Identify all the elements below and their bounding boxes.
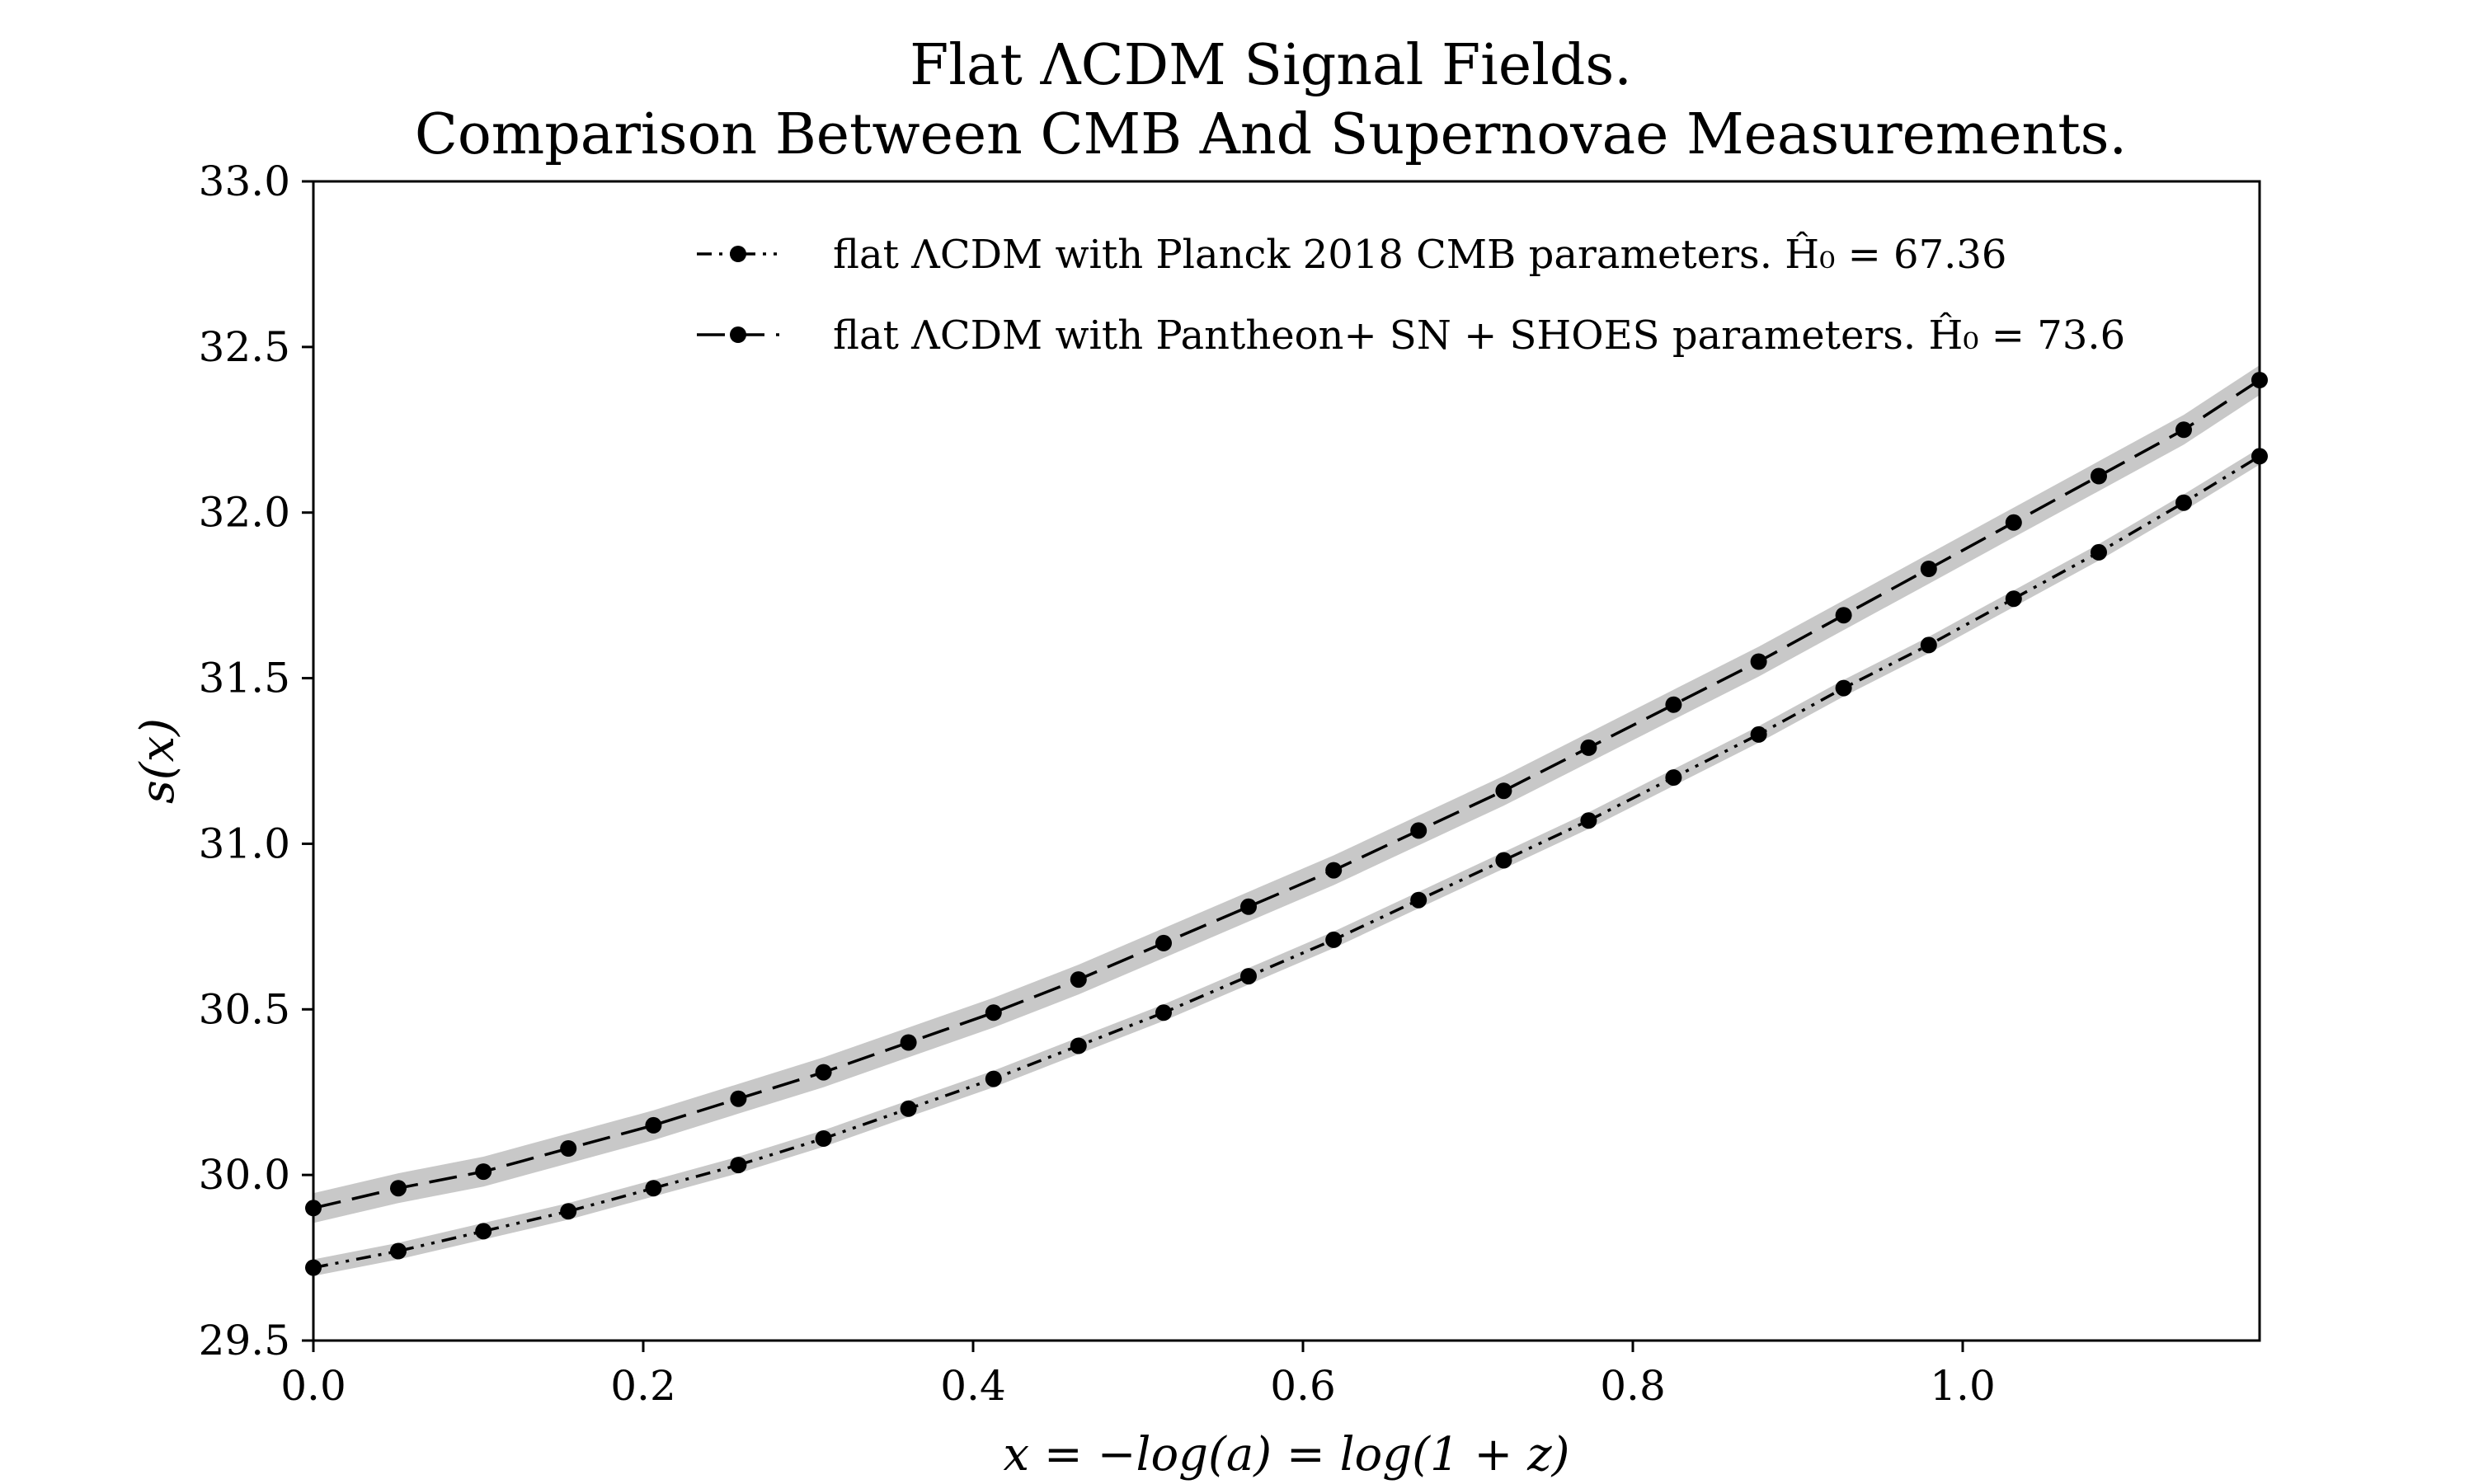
point-series-0-22 xyxy=(2175,494,2192,511)
point-series-1-3 xyxy=(560,1140,577,1157)
point-series-1-6 xyxy=(815,1064,832,1081)
x-tick-label: 0.0 xyxy=(280,1362,346,1410)
point-series-0-7 xyxy=(900,1100,917,1117)
point-series-0-8 xyxy=(985,1070,1002,1087)
point-series-1-19 xyxy=(1920,561,1937,577)
point-series-1-20 xyxy=(2005,514,2022,531)
point-series-0-16 xyxy=(1665,769,1682,787)
x-tick-label: 1.0 xyxy=(1930,1362,1996,1410)
point-series-0-6 xyxy=(815,1130,832,1147)
point-series-0-5 xyxy=(730,1157,747,1174)
point-series-1-17 xyxy=(1750,653,1767,670)
y-tick-label: 33.0 xyxy=(199,157,290,205)
y-axis-title: s(x) xyxy=(131,718,185,804)
point-series-1-12 xyxy=(1325,862,1343,879)
plot-frame xyxy=(312,180,2261,1342)
x-tick-label: 0.4 xyxy=(940,1362,1006,1410)
point-series-1-22 xyxy=(2175,421,2192,439)
chart-title: Flat ΛCDM Signal Fields. xyxy=(910,33,1632,98)
point-series-0-1 xyxy=(390,1242,407,1260)
point-series-1-1 xyxy=(390,1180,407,1197)
y-tick-label: 30.5 xyxy=(199,985,290,1033)
y-tick-label: 31.0 xyxy=(199,819,290,867)
point-series-1-4 xyxy=(645,1116,662,1134)
point-series-1-11 xyxy=(1240,898,1257,915)
chart-subtitle: Comparison Between CMB And Supernovae Me… xyxy=(415,102,2127,167)
y-tick-label: 30.0 xyxy=(199,1151,290,1199)
point-series-1-15 xyxy=(1580,739,1597,756)
x-tick-label: 0.8 xyxy=(1600,1362,1666,1410)
series-lines xyxy=(313,378,2260,1270)
y-tick-label: 32.5 xyxy=(199,323,290,371)
point-series-1-21 xyxy=(2091,467,2107,485)
point-series-0-19 xyxy=(1920,636,1937,654)
y-axis: 29.5 30.0 30.5 31.0 31.5 32.0 32.5 33.0 xyxy=(199,157,313,1364)
point-series-0-15 xyxy=(1580,812,1597,829)
legend-label-series-1: flat ΛCDM with Pantheon+ SN + SHOES para… xyxy=(833,312,2125,359)
series-markers xyxy=(305,372,2268,1276)
line-series-1 xyxy=(313,378,2260,1210)
point-series-1-16 xyxy=(1665,696,1682,713)
x-axis: 0.0 0.2 0.4 0.6 0.8 1.0 xyxy=(280,1341,1996,1410)
point-series-0-9 xyxy=(1070,1037,1087,1054)
point-series-1-7 xyxy=(900,1034,917,1051)
legend: flat ΛCDM with Planck 2018 CMB parameter… xyxy=(697,231,2125,359)
point-series-0-10 xyxy=(1155,1004,1172,1021)
band-series-1 xyxy=(313,365,2260,1223)
y-tick-label: 32.0 xyxy=(199,489,290,537)
legend-label-series-0: flat ΛCDM with Planck 2018 CMB parameter… xyxy=(833,231,2006,278)
point-series-1-10 xyxy=(1155,934,1172,951)
point-series-0-11 xyxy=(1240,968,1257,985)
point-series-1-13 xyxy=(1410,822,1427,839)
point-series-1-8 xyxy=(985,1004,1002,1021)
x-tick-label: 0.6 xyxy=(1270,1362,1336,1410)
point-series-0-12 xyxy=(1325,931,1343,948)
x-tick-label: 0.2 xyxy=(610,1362,676,1410)
point-series-0-3 xyxy=(560,1203,577,1220)
point-series-0-17 xyxy=(1750,726,1767,743)
point-series-1-9 xyxy=(1070,971,1087,989)
point-series-0-13 xyxy=(1410,891,1427,909)
point-series-0-18 xyxy=(1835,679,1852,697)
y-tick-label: 29.5 xyxy=(199,1317,290,1364)
point-series-0-2 xyxy=(475,1223,492,1240)
point-series-1-18 xyxy=(1835,607,1852,624)
point-series-0-21 xyxy=(2091,543,2107,561)
point-series-1-14 xyxy=(1495,782,1512,800)
point-series-0-14 xyxy=(1495,852,1512,869)
point-series-1-5 xyxy=(730,1090,747,1107)
legend-marker-series-0 xyxy=(730,246,746,262)
point-series-1-2 xyxy=(475,1163,492,1181)
legend-marker-series-1 xyxy=(730,326,746,343)
y-tick-label: 31.5 xyxy=(199,655,290,702)
point-series-0-20 xyxy=(2005,590,2022,608)
point-series-0-4 xyxy=(645,1180,662,1197)
line-series-0 xyxy=(313,454,2260,1270)
x-axis-title: x = −log(a) = log(1 + z) xyxy=(1004,1428,1570,1482)
